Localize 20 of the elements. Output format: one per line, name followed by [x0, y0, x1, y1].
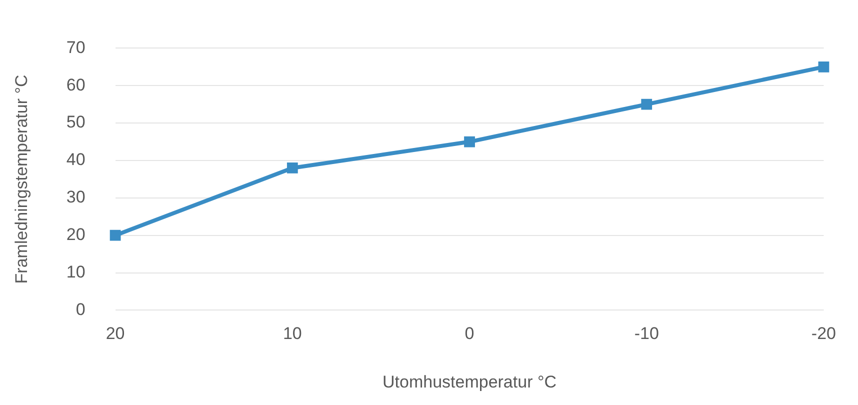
y-tick-label: 60 — [66, 75, 86, 94]
y-tick-label: 10 — [66, 262, 86, 282]
x-tick-label: -20 — [811, 324, 836, 344]
point — [641, 98, 652, 110]
point — [818, 61, 830, 72]
point — [286, 162, 298, 174]
x-tick-label: -10 — [634, 324, 659, 344]
y-axis-title: Framledningstemperatur °C — [12, 74, 31, 284]
y-tick-label: 50 — [66, 112, 86, 132]
point — [110, 230, 121, 241]
x-tick-label: 20 — [106, 324, 125, 344]
point — [464, 136, 475, 148]
y-tick-label: 20 — [66, 225, 86, 244]
y-tick-label: 30 — [66, 188, 86, 207]
x-tick-label: 10 — [282, 324, 302, 344]
x-axis-title: Utomhustemperatur °C — [382, 372, 557, 392]
x-tick-label: 0 — [464, 324, 474, 344]
y-tick-label: 0 — [76, 300, 86, 319]
y-tick-label: 70 — [66, 38, 86, 57]
y-tick-label: 40 — [66, 150, 86, 170]
